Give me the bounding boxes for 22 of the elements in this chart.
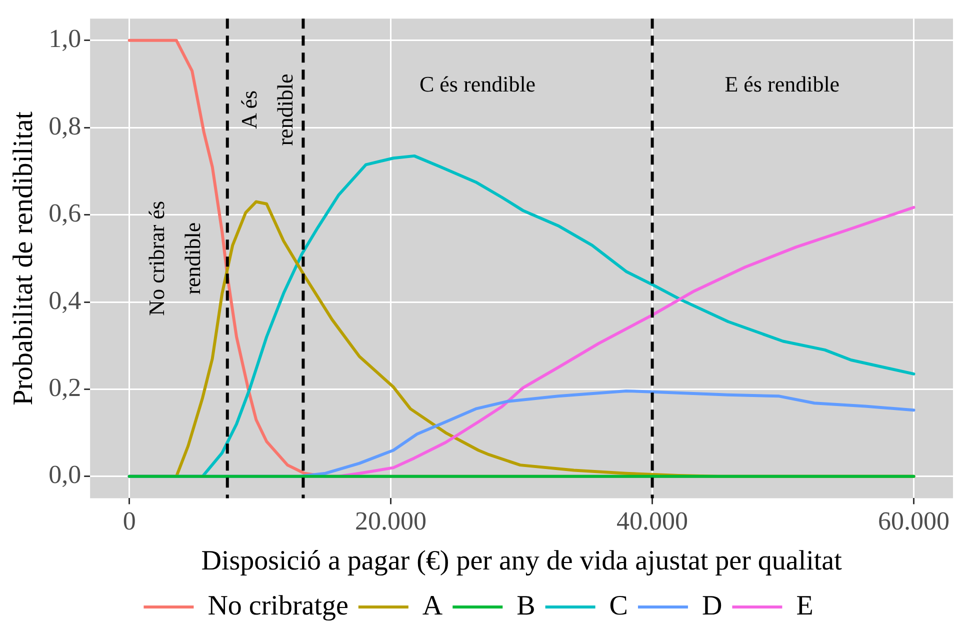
legend-label: A [422, 590, 444, 622]
y-tick-label: 0,8 [48, 111, 82, 140]
x-axis-title: Disposició a pagar (€) per any de vida ajustat per qualitat [201, 546, 842, 577]
y-tick-label: 0,4 [48, 286, 82, 315]
annotation: C és rendible [419, 72, 536, 97]
y-tick-label: 0,2 [48, 373, 82, 402]
y-tick-label: 0,0 [48, 460, 82, 490]
y-tick-label: 1,0 [48, 24, 82, 54]
annotation: No cribrar és rendible [144, 200, 206, 316]
annotation: A és rendible [236, 74, 298, 146]
annotation: E és rendible [724, 72, 840, 97]
x-tick-label: 0 [122, 506, 136, 536]
y-tick-label: 0,6 [48, 198, 82, 228]
legend-label: D [702, 590, 722, 622]
legend-label: C [609, 590, 628, 622]
legend-label: No cribratge [208, 590, 348, 622]
legend-label: B [516, 590, 536, 622]
x-tick-label: 60.000 [878, 506, 950, 536]
legend-label: E [796, 590, 814, 622]
x-tick-label: 20.000 [355, 506, 427, 536]
y-axis-title: Probabilitat de rendibilitat [8, 111, 40, 406]
x-tick-label: 40.000 [616, 506, 688, 536]
